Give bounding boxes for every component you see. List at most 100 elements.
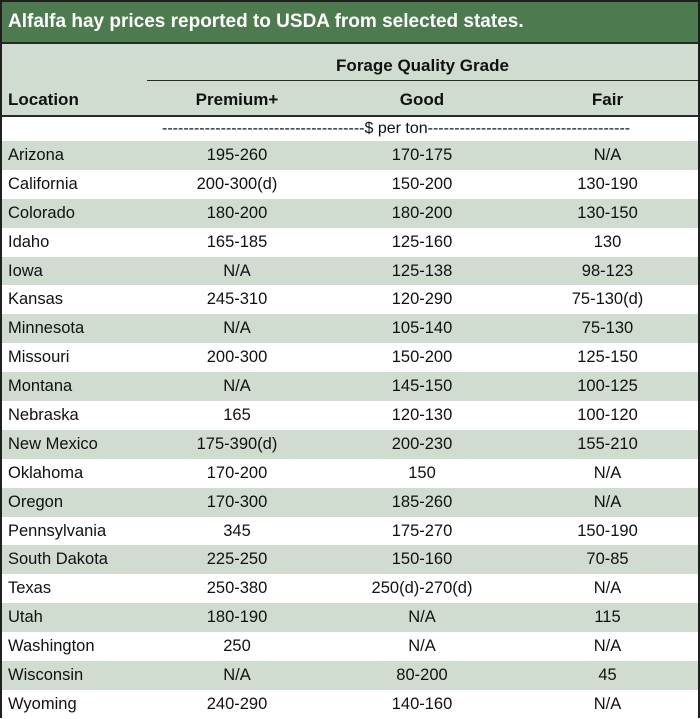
good-cell: 140-160: [391, 694, 453, 713]
location-cell: Wisconsin: [8, 666, 84, 685]
good-cell: 175-270: [391, 521, 453, 540]
location-cell: Texas: [8, 579, 52, 598]
fair-cell: N/A: [593, 146, 622, 164]
premium-cell: N/A: [223, 261, 251, 280]
good-cell: 150-200: [391, 348, 453, 367]
location-cell: Oregon: [8, 492, 64, 511]
premium-cell: N/A: [223, 666, 251, 685]
good-cell: 145-150: [391, 377, 453, 396]
group-underline: [147, 80, 698, 81]
location-cell: Kansas: [8, 290, 64, 309]
premium-cell: 180-190: [206, 608, 268, 627]
fair-header: Fair: [591, 90, 624, 109]
location-cell: California: [8, 174, 78, 193]
table-row: Oklahoma 170-200 150 N/A: [2, 458, 698, 488]
table-row: Texas 250-380 250(d)-270(d) N/A: [2, 574, 698, 604]
location-cell: Oklahoma: [8, 463, 84, 482]
premium-cell: 245-310: [206, 290, 268, 309]
table-row: Idaho 165-185 125-160 130: [2, 227, 698, 257]
units-row: --------------------------------------$ …: [2, 117, 698, 141]
good-cell: 185-260: [391, 492, 453, 511]
good-cell: 200-230: [391, 434, 453, 453]
table-row: Wyoming 240-290 140-160 N/A: [2, 689, 698, 719]
good-cell: 150-200: [391, 174, 453, 193]
table-row: Montana N/A 145-150 100-125: [2, 372, 698, 402]
fair-cell: 130-150: [577, 203, 638, 222]
premium-cell: 200-300: [206, 348, 268, 367]
table-title: Alfalfa hay prices reported to USDA from…: [2, 2, 698, 42]
location-cell: Arizona: [8, 146, 64, 164]
good-cell: 120-290: [391, 290, 453, 309]
location-header: Location: [8, 90, 79, 109]
table-body: Arizona 195-260 170-175 N/A California 2…: [2, 141, 698, 719]
fair-cell: N/A: [593, 492, 622, 511]
location-cell: New Mexico: [8, 434, 98, 453]
table-row: Kansas 245-310 120-290 75-130(d): [2, 285, 698, 315]
table-row: Wisconsin N/A 80-200 45: [2, 661, 698, 690]
location-cell: Nebraska: [8, 406, 79, 425]
fair-cell: 100-125: [577, 377, 638, 396]
good-cell: 125-138: [391, 261, 453, 280]
fair-cell: 45: [598, 666, 617, 685]
premium-cell: 165: [223, 406, 251, 425]
location-cell: Pennsylvania: [8, 521, 107, 540]
good-cell: 150: [408, 463, 436, 482]
premium-header: Premium+: [195, 90, 279, 109]
fair-cell: 115: [594, 608, 621, 627]
group-header: Forage Quality Grade: [336, 56, 509, 75]
table-row: Minnesota N/A 105-140 75-130: [2, 314, 698, 344]
fair-cell: 98-123: [581, 261, 634, 280]
good-cell: 125-160: [391, 232, 453, 251]
premium-cell: 225-250: [206, 550, 268, 569]
premium-cell: 175-390(d): [196, 434, 278, 453]
fair-cell: N/A: [593, 579, 622, 598]
fair-cell: 125-150: [577, 348, 638, 367]
location-cell: Wyoming: [8, 694, 77, 713]
good-cell: 150-160: [391, 550, 453, 569]
location-cell: Montana: [8, 377, 73, 396]
table-row: Nebraska 165 120-130 100-120: [2, 401, 698, 430]
table-row: Colorado 180-200 180-200 130-150: [2, 198, 698, 228]
premium-cell: 170-200: [206, 463, 268, 482]
location-cell: Colorado: [8, 203, 75, 222]
good-cell: 180-200: [391, 203, 453, 222]
good-cell: 170-175: [391, 146, 453, 164]
premium-cell: N/A: [223, 377, 251, 396]
good-header: Good: [399, 90, 445, 109]
fair-cell: 75-130: [581, 319, 634, 338]
premium-cell: 240-290: [206, 694, 268, 713]
table-row: South Dakota 225-250 150-160 70-85: [2, 545, 698, 575]
premium-cell: N/A: [223, 319, 251, 338]
table-row: California 200-300(d) 150-200 130-190: [2, 169, 698, 199]
location-cell: Utah: [8, 608, 43, 627]
good-cell: 250(d)-270(d): [371, 579, 473, 598]
good-cell: 120-130: [391, 406, 453, 425]
location-cell: Missouri: [8, 348, 70, 367]
table-row: Oregon 170-300 185-260 N/A: [2, 487, 698, 517]
table-row: Arizona 195-260 170-175 N/A: [2, 141, 698, 170]
premium-cell: 250: [223, 637, 251, 656]
good-cell: 80-200: [396, 666, 448, 685]
fair-cell: 100-120: [577, 406, 638, 425]
premium-cell: 165-185: [206, 232, 268, 251]
premium-cell: 170-300: [206, 492, 268, 511]
premium-cell: 345: [223, 521, 251, 540]
fair-cell: 150-190: [577, 521, 638, 540]
premium-cell: 180-200: [206, 203, 268, 222]
table-row: New Mexico 175-390(d) 200-230 155-210: [2, 429, 698, 459]
fair-cell: 75-130(d): [571, 290, 644, 309]
location-cell: Iowa: [8, 261, 43, 280]
fair-cell: 130: [593, 232, 622, 251]
good-cell: N/A: [408, 637, 436, 656]
table-header: Forage Quality Grade Location Premium+ G…: [2, 42, 698, 117]
fair-cell: N/A: [593, 463, 622, 482]
table-row: Pennsylvania 345 175-270 150-190: [2, 516, 698, 546]
location-cell: Idaho: [8, 232, 50, 251]
table-row: Missouri 200-300 150-200 125-150: [2, 343, 698, 373]
premium-cell: 195-260: [206, 146, 268, 164]
fair-cell: N/A: [593, 637, 622, 656]
good-cell: N/A: [408, 608, 436, 627]
fair-cell: N/A: [593, 694, 622, 713]
good-cell: 105-140: [391, 319, 453, 338]
